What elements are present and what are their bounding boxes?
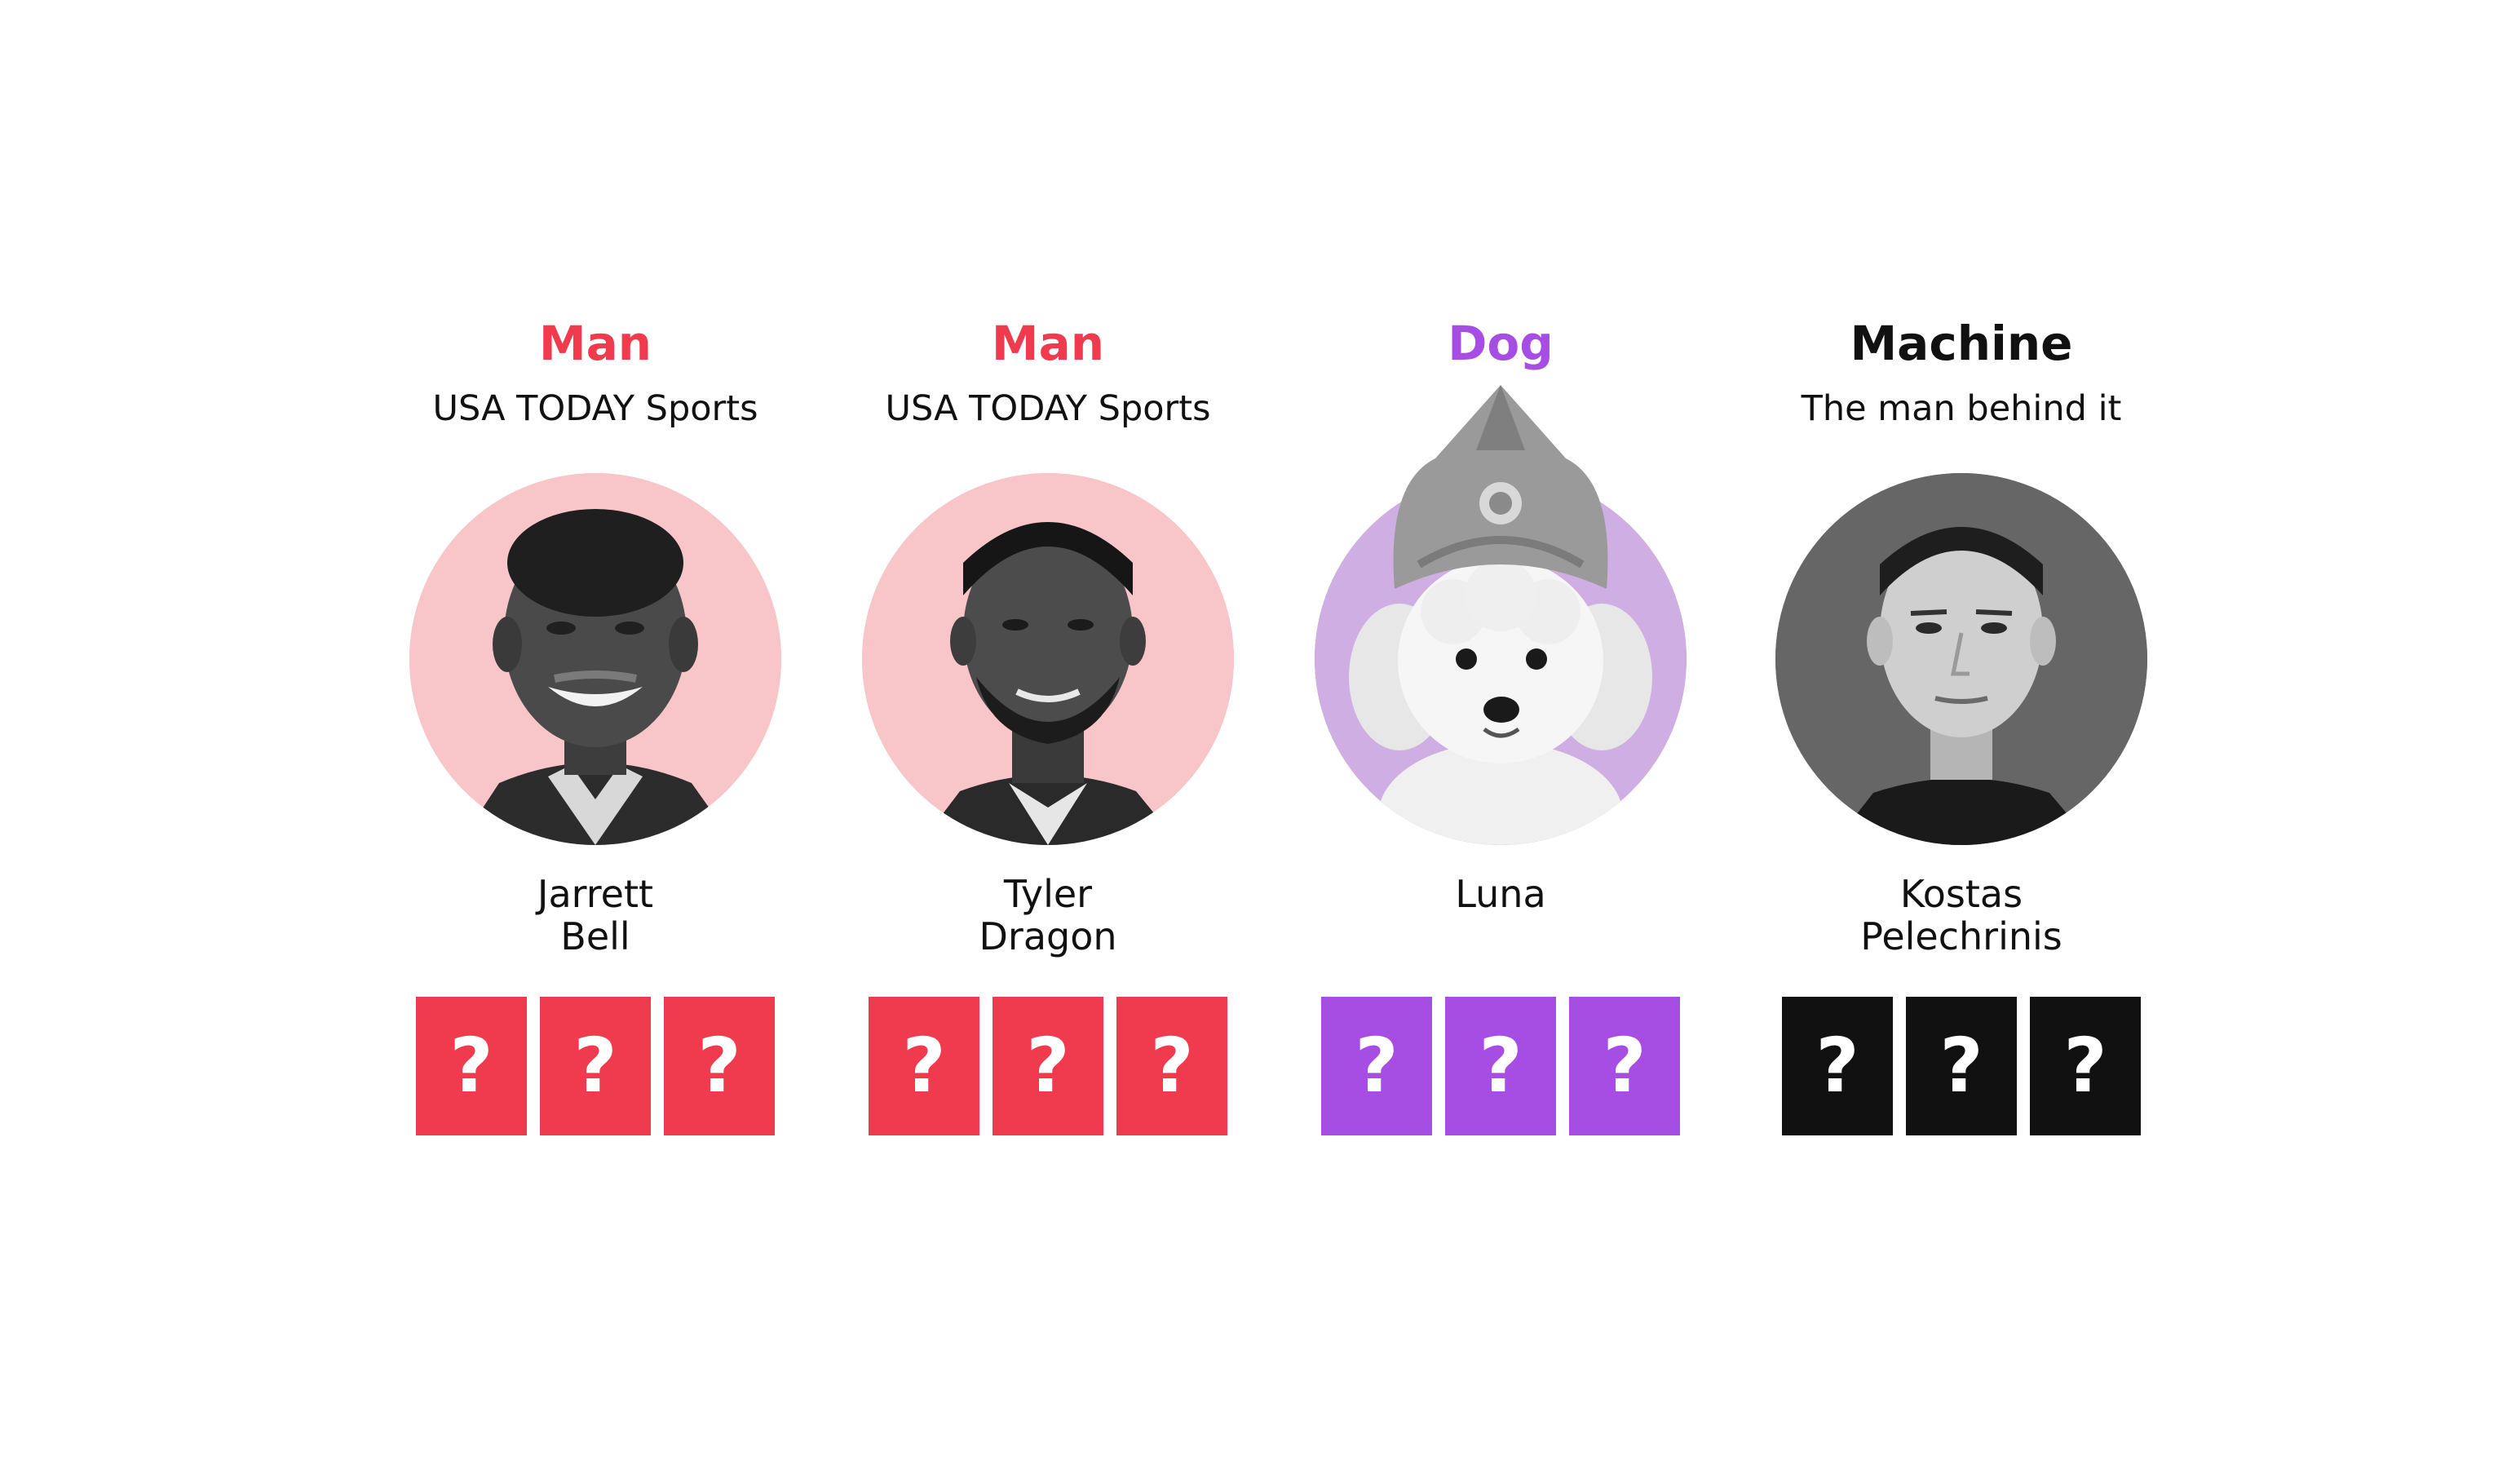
dog-portrait-icon bbox=[1315, 473, 1687, 845]
mystery-box: ? bbox=[1782, 997, 1893, 1135]
category-label: Machine bbox=[1850, 316, 2073, 371]
portrait-icon bbox=[409, 473, 781, 845]
mystery-box: ? bbox=[540, 997, 651, 1135]
portrait-icon bbox=[1775, 473, 2147, 845]
name-first: Jarrett bbox=[537, 872, 654, 916]
contestant-name: Jarrett Bell bbox=[367, 873, 824, 958]
mystery-box: ? bbox=[1116, 997, 1227, 1135]
mystery-boxes: ? ? ? bbox=[1321, 997, 1680, 1135]
contestant-name: Kostas Pelechrinis bbox=[1733, 873, 2190, 958]
mystery-box: ? bbox=[664, 997, 775, 1135]
avatar-kostas-pelechrinis bbox=[1775, 473, 2147, 845]
contestant-card-luna: Dog Luna ? ? bbox=[1272, 310, 1729, 1158]
name-last: Pelechrinis bbox=[1860, 914, 2062, 958]
mystery-box: ? bbox=[2030, 997, 2141, 1135]
dog-hat-icon bbox=[1393, 385, 1608, 589]
mystery-box: ? bbox=[416, 997, 527, 1135]
name-first: Luna bbox=[1455, 872, 1546, 916]
contestant-card-jarrett-bell: Man USA TODAY Sports Jarrett Bell ? ? bbox=[367, 310, 824, 1158]
affiliation-label: USA TODAY Sports bbox=[885, 388, 1211, 429]
affiliation-label: USA TODAY Sports bbox=[432, 388, 758, 429]
category-label: Man bbox=[991, 316, 1105, 371]
avatar-tyler-dragon bbox=[862, 473, 1234, 845]
mystery-boxes: ? ? ? bbox=[869, 997, 1227, 1135]
mystery-box: ? bbox=[1321, 997, 1432, 1135]
name-last: Dragon bbox=[979, 914, 1117, 958]
avatar-jarrett-bell bbox=[409, 473, 781, 845]
contestant-card-kostas-pelechrinis: Machine The man behind it Kostas Pelechr… bbox=[1733, 310, 2190, 1158]
mystery-box: ? bbox=[1445, 997, 1556, 1135]
portrait-icon bbox=[862, 473, 1234, 845]
category-label: Dog bbox=[1448, 316, 1554, 371]
contestant-name: Tyler Dragon bbox=[820, 873, 1276, 958]
category-label: Man bbox=[538, 316, 652, 371]
mystery-boxes: ? ? ? bbox=[416, 997, 775, 1135]
affiliation-label: The man behind it bbox=[1801, 388, 2122, 429]
name-first: Tyler bbox=[1003, 872, 1093, 916]
mystery-box: ? bbox=[869, 997, 979, 1135]
name-first: Kostas bbox=[1899, 872, 2023, 916]
mystery-box: ? bbox=[993, 997, 1103, 1135]
mystery-boxes: ? ? ? bbox=[1782, 997, 2141, 1135]
mystery-box: ? bbox=[1569, 997, 1680, 1135]
contestant-name: Luna bbox=[1272, 873, 1729, 915]
contestant-card-tyler-dragon: Man USA TODAY Sports Tyler Dragon ? ? bbox=[820, 310, 1276, 1158]
mystery-box: ? bbox=[1906, 997, 2017, 1135]
name-last: Bell bbox=[560, 914, 630, 958]
